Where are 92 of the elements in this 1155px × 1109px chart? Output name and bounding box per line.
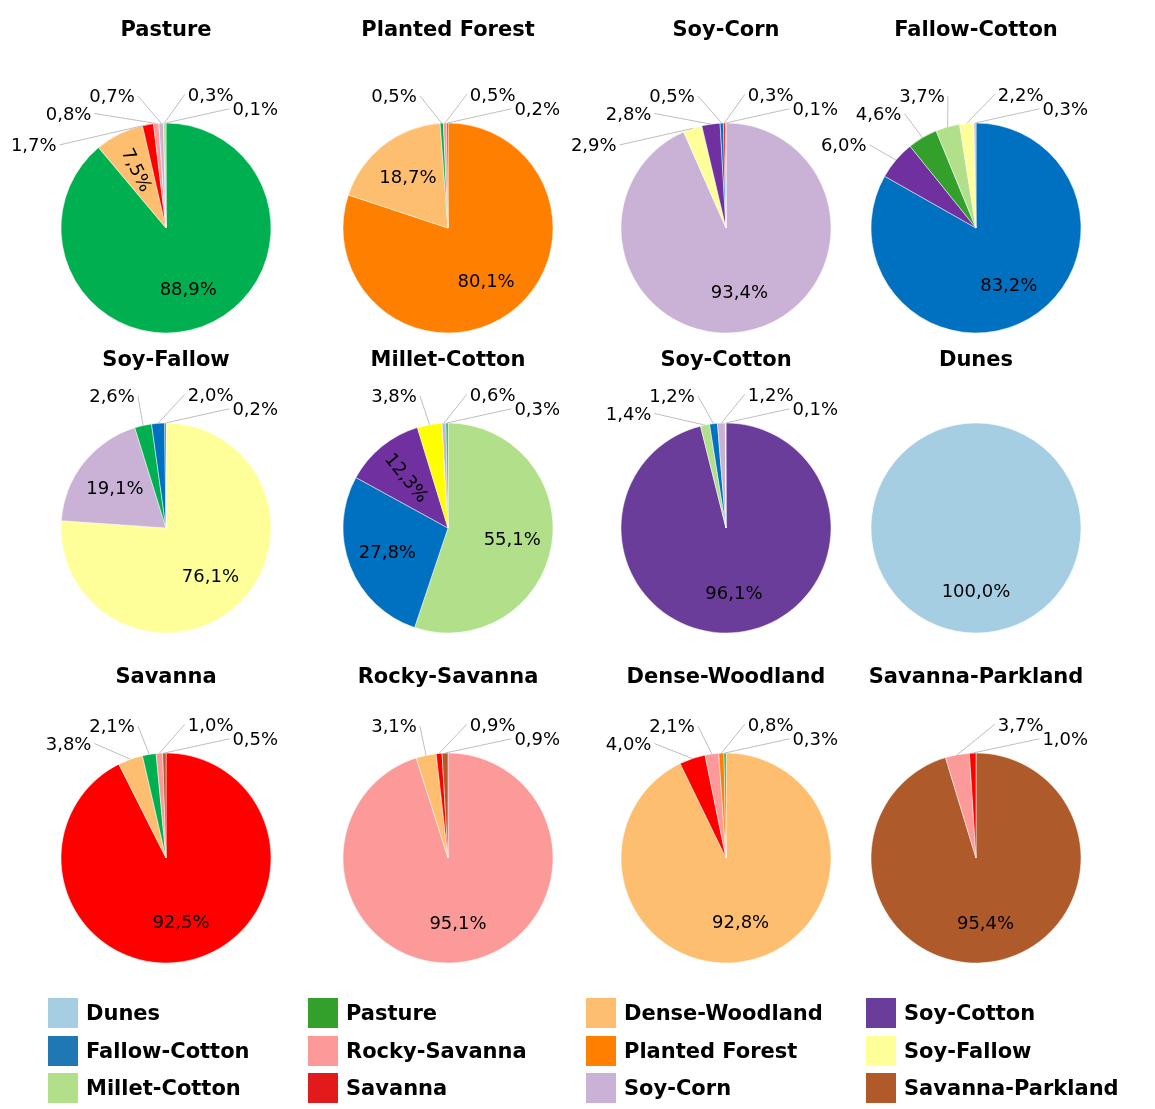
data-label: 4,6% (855, 102, 902, 124)
data-label: 2,2% (997, 83, 1044, 105)
data-label: 7,5% (117, 144, 157, 195)
data-label: 95,1% (429, 911, 487, 933)
data-label: 0,3% (1042, 98, 1089, 120)
data-label: 0,3% (187, 83, 234, 105)
data-label: 0,8% (45, 102, 92, 124)
data-label: 1,4% (605, 402, 652, 424)
pie-slice (620, 752, 832, 964)
data-label: 92,5% (152, 910, 210, 932)
chart-title: Fallow-Cotton (894, 17, 1058, 41)
data-label: 0,1% (792, 98, 839, 120)
data-label: 18,7% (379, 165, 437, 187)
data-label: 27,8% (358, 541, 416, 562)
category-label: Savanna-Parkland (904, 1076, 1119, 1101)
chart-title: Savanna-Parkland (868, 664, 1084, 688)
category-label: Millet-Cotton (86, 1076, 241, 1101)
data-label: 76,1% (181, 564, 240, 586)
data-label: 0,3% (792, 728, 839, 750)
data-label: 83,2% (980, 273, 1038, 295)
data-label: 3,1% (371, 715, 417, 737)
data-label: 2,1% (89, 715, 135, 737)
data-label: 6,0% (820, 134, 867, 156)
chart-title: Dense-Woodland (626, 664, 826, 688)
category-label: Soy-Corn (624, 1076, 732, 1101)
pie-slice (118, 755, 167, 859)
category-label: Rocky-Savanna (346, 1039, 527, 1064)
data-label: 93,4% (710, 281, 768, 303)
data-label: 0,3% (514, 398, 561, 420)
data-label: 0,9% (514, 728, 561, 750)
data-label: 96,1% (705, 581, 763, 603)
pie-slice (60, 752, 272, 964)
data-label: 0,9% (469, 713, 516, 735)
pie-slice (60, 422, 272, 634)
data-label: 0,2% (232, 398, 279, 420)
data-label: 1,7% (10, 134, 57, 156)
pie-slice (870, 122, 1082, 334)
category-label: Savanna (346, 1076, 448, 1101)
chart-title: Dunes (938, 347, 1014, 371)
data-label: 2,6% (89, 385, 135, 407)
data-label: 0,2% (514, 98, 561, 120)
pie-slice (342, 752, 554, 964)
data-label: 0,1% (792, 398, 839, 420)
data-label: 1,0% (187, 713, 234, 735)
pie-slice (683, 125, 727, 229)
category-label: Dunes (86, 1001, 161, 1026)
category-label: Planted Forest (624, 1039, 798, 1064)
data-label: 3,7% (899, 85, 945, 107)
category-label: Fallow-Cotton (86, 1039, 250, 1064)
chart-title: Soy-Fallow (102, 347, 230, 371)
category-label: Pasture (346, 1001, 438, 1026)
chart-title: Savanna (115, 664, 217, 688)
data-label: 0,5% (371, 85, 417, 107)
data-label: 0,7% (89, 85, 135, 107)
data-label: 0,6% (469, 383, 516, 405)
data-label: 0,3% (747, 83, 794, 105)
chart-title: Soy-Corn (672, 17, 780, 41)
data-label: 2,1% (649, 715, 695, 737)
data-label: 2,9% (570, 134, 617, 156)
pie-slice (620, 422, 832, 634)
chart-title: Rocky-Savanna (357, 664, 539, 688)
chart-title: Millet-Cotton (370, 347, 526, 371)
pie-slice (870, 752, 1082, 964)
data-label: 1,0% (1042, 728, 1089, 750)
chart-title: Planted Forest (361, 17, 535, 41)
data-label: 92,8% (712, 910, 770, 932)
data-label: 3,8% (45, 732, 92, 754)
data-label: 80,1% (457, 270, 515, 292)
data-label: 55,1% (483, 527, 541, 549)
data-label: 88,9% (159, 278, 217, 300)
category-label: Soy-Fallow (904, 1039, 1032, 1064)
data-label: 2,0% (187, 383, 234, 405)
data-label: 19,1% (86, 476, 144, 498)
category-label: Soy-Cotton (904, 1001, 1036, 1026)
data-label: 3,7% (997, 713, 1044, 735)
data-label: 1,2% (747, 383, 794, 405)
pie-slice (342, 122, 554, 334)
chart-title: Soy-Cotton (660, 347, 792, 371)
data-label: 95,4% (956, 911, 1015, 933)
pie-slice (60, 122, 272, 334)
data-label: 3,8% (371, 385, 417, 407)
data-label: 0,8% (747, 713, 794, 735)
data-label: 2,8% (605, 102, 652, 124)
data-label: 0,5% (232, 728, 279, 750)
category-label: Dense-Woodland (624, 1001, 823, 1026)
data-label: 0,1% (232, 98, 279, 120)
chart-title: Pasture (120, 17, 212, 41)
data-label: 4,0% (605, 732, 652, 754)
data-label: 0,5% (469, 83, 516, 105)
data-label: 100,0% (941, 580, 1011, 602)
data-label: 1,2% (649, 385, 695, 407)
data-label: 0,5% (649, 85, 695, 107)
